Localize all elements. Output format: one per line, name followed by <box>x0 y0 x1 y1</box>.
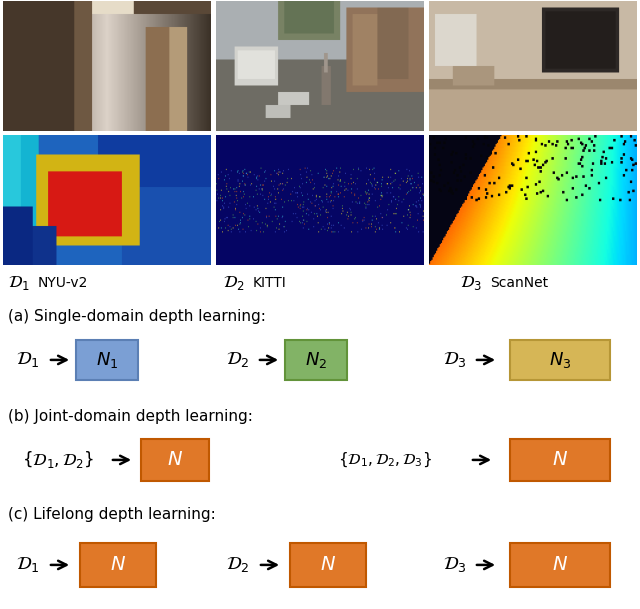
Text: $N$: $N$ <box>552 555 568 574</box>
Text: $\mathcal{D}_3$: $\mathcal{D}_3$ <box>460 274 482 292</box>
Text: $N_3$: $N_3$ <box>548 350 572 370</box>
Text: $N$: $N$ <box>110 555 126 574</box>
Text: $N$: $N$ <box>552 451 568 470</box>
Text: $N_1$: $N_1$ <box>96 350 118 370</box>
FancyBboxPatch shape <box>76 340 138 380</box>
Text: $\{\mathcal{D}_1, \mathcal{D}_2, \mathcal{D}_3\}$: $\{\mathcal{D}_1, \mathcal{D}_2, \mathca… <box>338 451 432 469</box>
Text: $\mathcal{D}_3$: $\mathcal{D}_3$ <box>444 555 467 574</box>
Text: $\mathcal{D}_1$: $\mathcal{D}_1$ <box>16 350 40 370</box>
Text: ScanNet: ScanNet <box>490 276 548 290</box>
FancyBboxPatch shape <box>510 340 610 380</box>
FancyBboxPatch shape <box>285 340 347 380</box>
FancyBboxPatch shape <box>80 543 156 587</box>
Text: (b) Joint-domain depth learning:: (b) Joint-domain depth learning: <box>8 409 253 424</box>
FancyBboxPatch shape <box>141 439 209 481</box>
Text: $\mathcal{D}_1$: $\mathcal{D}_1$ <box>8 274 30 292</box>
Text: $\mathcal{D}_2$: $\mathcal{D}_2$ <box>227 555 250 574</box>
Text: $\mathcal{D}_2$: $\mathcal{D}_2$ <box>223 274 244 292</box>
Text: (c) Lifelong depth learning:: (c) Lifelong depth learning: <box>8 507 216 523</box>
Text: $\{\mathcal{D}_1, \mathcal{D}_2\}$: $\{\mathcal{D}_1, \mathcal{D}_2\}$ <box>22 449 94 470</box>
Text: $N$: $N$ <box>320 555 336 574</box>
Text: (a) Single-domain depth learning:: (a) Single-domain depth learning: <box>8 309 266 325</box>
Text: $\mathcal{D}_1$: $\mathcal{D}_1$ <box>16 555 40 574</box>
Text: $\mathcal{D}_2$: $\mathcal{D}_2$ <box>227 350 250 370</box>
Text: $N$: $N$ <box>167 451 183 470</box>
FancyBboxPatch shape <box>290 543 366 587</box>
Text: $\mathcal{D}_3$: $\mathcal{D}_3$ <box>444 350 467 370</box>
Text: KITTI: KITTI <box>253 276 287 290</box>
Text: $N_2$: $N_2$ <box>305 350 327 370</box>
FancyBboxPatch shape <box>510 543 610 587</box>
Text: NYU-v2: NYU-v2 <box>38 276 88 290</box>
FancyBboxPatch shape <box>510 439 610 481</box>
